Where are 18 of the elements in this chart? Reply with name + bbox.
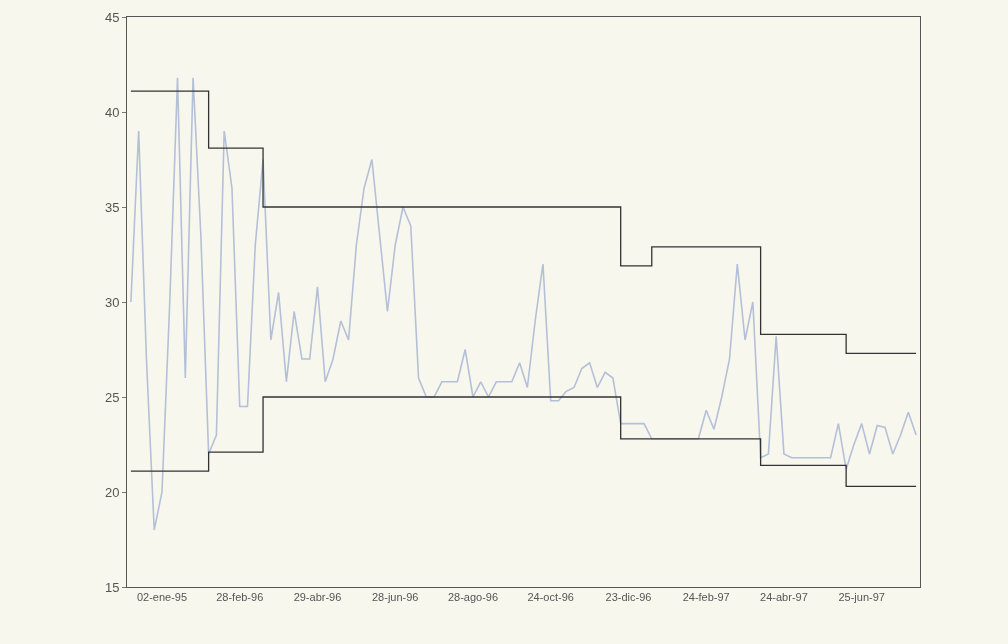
x-tick-label: 28-ago-96 xyxy=(447,591,499,604)
y-tick-label: 30 xyxy=(104,294,120,310)
x-tick-label: 24-abr-97 xyxy=(760,591,808,604)
y-tick-label: 15 xyxy=(104,579,120,595)
x-tick-label: 29-abr-96 xyxy=(293,591,342,604)
x-tick-label: 28-feb-96 xyxy=(216,591,264,604)
y-tick-label: 40 xyxy=(104,104,120,120)
line-series xyxy=(130,77,917,531)
x-tick-label: 24-oct-96 xyxy=(527,591,574,604)
x-tick-label: 24-feb-97 xyxy=(682,591,730,604)
y-tick-label: 45 xyxy=(104,9,120,25)
y-tick-label: 20 xyxy=(104,484,120,500)
y-tick-label: 35 xyxy=(104,199,120,215)
x-tick-label: 23-dic-96 xyxy=(605,591,652,604)
x-tick-label: 28-jun-96 xyxy=(371,591,419,604)
x-tick-label: 02-ene-95 xyxy=(136,591,188,604)
x-tick-label: 25-jun-97 xyxy=(838,591,885,604)
y-tick-label: 25 xyxy=(104,389,120,405)
